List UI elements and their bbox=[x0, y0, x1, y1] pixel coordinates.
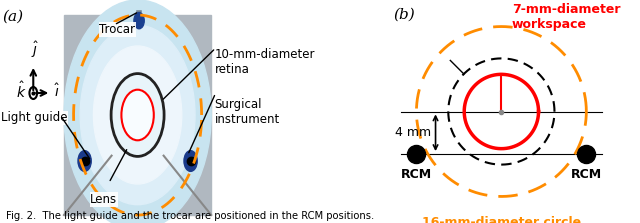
Circle shape bbox=[80, 25, 195, 205]
Circle shape bbox=[78, 151, 92, 171]
Text: (a): (a) bbox=[3, 10, 24, 24]
Circle shape bbox=[184, 151, 197, 171]
Circle shape bbox=[93, 46, 182, 184]
Text: Light guide: Light guide bbox=[1, 112, 68, 124]
Text: 7-mm-diameter
workspace: 7-mm-diameter workspace bbox=[512, 3, 621, 31]
Text: RCM: RCM bbox=[401, 168, 432, 181]
Text: Surgical
instrument: Surgical instrument bbox=[214, 98, 280, 126]
Text: 10-mm-diameter
retina: 10-mm-diameter retina bbox=[214, 48, 315, 76]
Text: Fig. 2.  The light guide and the trocar are positioned in the RCM positions.: Fig. 2. The light guide and the trocar a… bbox=[6, 211, 374, 221]
Text: $\hat{\jmath}$: $\hat{\jmath}$ bbox=[31, 40, 38, 60]
Text: (b): (b) bbox=[393, 7, 415, 21]
Circle shape bbox=[122, 90, 154, 140]
Circle shape bbox=[134, 13, 144, 29]
Text: 16-mm-diameter circle: 16-mm-diameter circle bbox=[422, 216, 581, 223]
Text: Lens: Lens bbox=[90, 193, 117, 206]
Circle shape bbox=[64, 0, 211, 223]
Circle shape bbox=[112, 75, 163, 155]
Text: 4 mm: 4 mm bbox=[395, 126, 431, 139]
Text: $\hat{\imath}$: $\hat{\imath}$ bbox=[54, 82, 60, 100]
Text: Trocar: Trocar bbox=[99, 23, 135, 36]
Bar bbox=[64, 15, 211, 215]
Text: RCM: RCM bbox=[571, 168, 602, 181]
Text: $\hat{k}$: $\hat{k}$ bbox=[17, 81, 27, 101]
